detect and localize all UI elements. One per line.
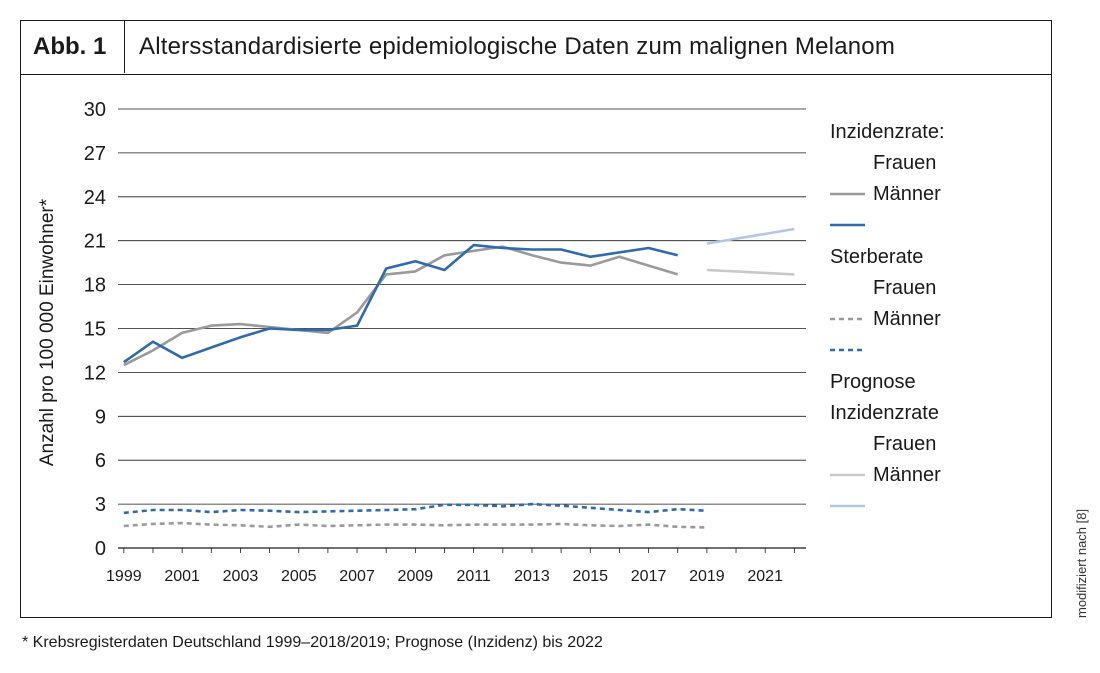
figure-header: Abb. 1 Altersstandardisierte epidemiolog… <box>21 21 1051 75</box>
x-tick-label: 1999 <box>106 568 142 585</box>
x-tick-label: 2011 <box>456 568 491 585</box>
y-tick-label: 24 <box>84 187 106 209</box>
legend-item-label: Frauen <box>873 277 936 299</box>
legend-item-label: Frauen <box>873 152 936 174</box>
legend-item-label: Frauen <box>873 433 936 455</box>
x-tick-label: 2001 <box>164 568 200 585</box>
y-tick-label: 30 <box>84 99 106 121</box>
y-tick-label: 21 <box>84 231 106 253</box>
legend-heading: Inzidenzrate <box>830 402 939 424</box>
series-line-inzidenz_frauen <box>123 245 679 367</box>
x-tick-label: 2017 <box>631 568 667 585</box>
legend-heading: Inzidenzrate: <box>830 121 945 143</box>
figure-title: Altersstandardisierte epidemiologische D… <box>139 33 896 60</box>
series-line-prognose_maenner <box>706 227 795 245</box>
legend-heading: Sterberate <box>830 246 923 268</box>
x-tick-label: 2005 <box>281 568 317 585</box>
y-axis-label: Anzahl pro 100 000 Einwohner* <box>37 198 58 466</box>
source-note: modifiziert nach [8] <box>1074 508 1089 618</box>
x-tick-label: 2019 <box>689 568 725 585</box>
legend-heading: Prognose <box>830 371 916 393</box>
x-tick-label: 2003 <box>223 568 259 585</box>
y-tick-label: 15 <box>84 319 106 341</box>
x-tick-label: 2013 <box>514 568 550 585</box>
y-tick-label: 6 <box>95 450 106 472</box>
series-line-sterbe_maenner <box>123 502 707 515</box>
x-tick-label: 2009 <box>398 568 434 585</box>
x-tick-label: 2021 <box>747 568 783 585</box>
y-tick-label: 3 <box>95 494 106 516</box>
legend-item-label: Männer <box>873 308 941 330</box>
x-tick-label: 2007 <box>339 568 375 585</box>
figure-label: Abb. 1 <box>21 21 125 73</box>
series-line-inzidenz_maenner <box>123 243 679 364</box>
legend-item-label: Männer <box>873 183 941 205</box>
footnote: * Krebsregisterdaten Deutschland 1999–20… <box>22 634 603 651</box>
legend-item-label: Männer <box>873 464 941 486</box>
x-tick-label: 2015 <box>572 568 608 585</box>
y-tick-label: 12 <box>84 362 106 384</box>
figure-frame: Abb. 1 Altersstandardisierte epidemiolog… <box>20 20 1052 618</box>
y-tick-label: 18 <box>84 275 106 297</box>
y-tick-label: 9 <box>95 406 106 428</box>
series-line-sterbe_frauen <box>123 521 707 529</box>
series-line-prognose_frauen <box>706 268 795 276</box>
y-tick-label: 0 <box>95 538 106 560</box>
y-tick-label: 27 <box>84 143 106 165</box>
